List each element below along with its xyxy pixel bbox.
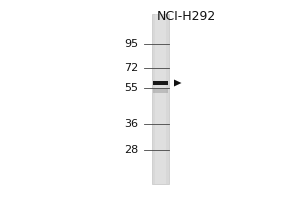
- Bar: [153, 81, 168, 85]
- Text: 55: 55: [124, 83, 138, 93]
- Text: NCI-H292: NCI-H292: [156, 10, 216, 23]
- Bar: [152, 14, 169, 184]
- Text: 95: 95: [124, 39, 138, 49]
- Text: 28: 28: [124, 145, 138, 155]
- Polygon shape: [174, 79, 182, 86]
- Bar: [155, 14, 167, 184]
- Bar: [153, 89, 168, 93]
- Text: 36: 36: [124, 119, 138, 129]
- Text: 72: 72: [124, 63, 138, 73]
